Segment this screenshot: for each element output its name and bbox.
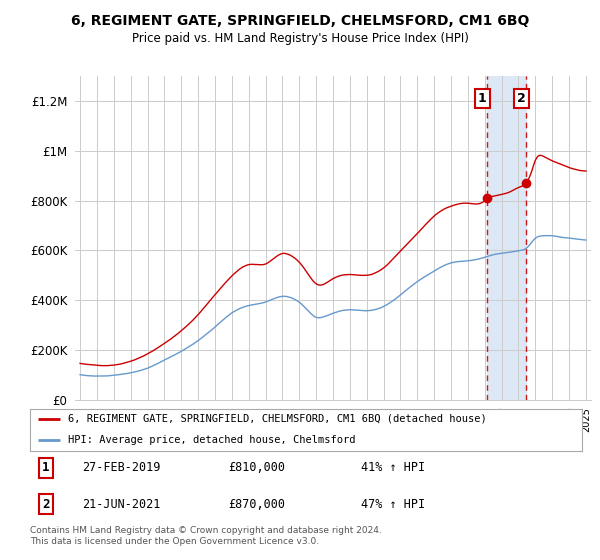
- Text: 1: 1: [42, 461, 50, 474]
- Bar: [487, 76, 526, 400]
- Text: Price paid vs. HM Land Registry's House Price Index (HPI): Price paid vs. HM Land Registry's House …: [131, 32, 469, 45]
- Text: 1: 1: [478, 92, 487, 105]
- Text: 2: 2: [517, 92, 526, 105]
- Text: HPI: Average price, detached house, Chelmsford: HPI: Average price, detached house, Chel…: [68, 435, 355, 445]
- Text: £870,000: £870,000: [229, 497, 286, 511]
- Text: 6, REGIMENT GATE, SPRINGFIELD, CHELMSFORD, CM1 6BQ (detached house): 6, REGIMENT GATE, SPRINGFIELD, CHELMSFOR…: [68, 414, 486, 424]
- Text: 2: 2: [42, 497, 50, 511]
- Text: Contains HM Land Registry data © Crown copyright and database right 2024.
This d: Contains HM Land Registry data © Crown c…: [30, 526, 382, 546]
- Text: £810,000: £810,000: [229, 461, 286, 474]
- Text: 27-FEB-2019: 27-FEB-2019: [82, 461, 161, 474]
- Text: 21-JUN-2021: 21-JUN-2021: [82, 497, 161, 511]
- Text: 6, REGIMENT GATE, SPRINGFIELD, CHELMSFORD, CM1 6BQ: 6, REGIMENT GATE, SPRINGFIELD, CHELMSFOR…: [71, 14, 529, 28]
- Text: 47% ↑ HPI: 47% ↑ HPI: [361, 497, 425, 511]
- Text: 41% ↑ HPI: 41% ↑ HPI: [361, 461, 425, 474]
